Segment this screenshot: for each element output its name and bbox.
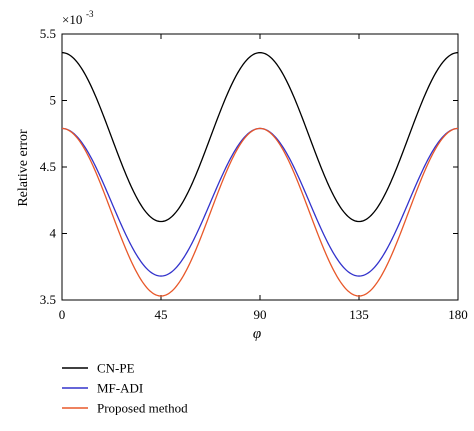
y-tick-label: 3.5 xyxy=(40,292,56,307)
axes-frame xyxy=(61,33,459,301)
series-line-mf-adi xyxy=(61,127,459,277)
y-axis-title: Relative error xyxy=(16,129,31,207)
legend-label-cn-pe: CN-PE xyxy=(97,361,135,376)
y-multiplier-exponent: -3 xyxy=(86,9,94,19)
y-multiplier-base: ×10 xyxy=(62,12,82,27)
legend-label-proposed-method: Proposed method xyxy=(97,401,188,416)
x-tick-label: 180 xyxy=(448,307,468,322)
series-line-proposed-method xyxy=(61,127,459,297)
y-tick-label: 4 xyxy=(50,226,57,241)
legend: CN-PE MF-ADI Proposed method xyxy=(62,361,188,416)
y-multiplier: ×10 -3 xyxy=(62,9,94,27)
y-axis-title-group: Relative error xyxy=(16,129,31,207)
x-tick-label: 90 xyxy=(254,307,267,322)
legend-label-mf-adi: MF-ADI xyxy=(97,381,143,396)
y-tick-label: 4.5 xyxy=(40,159,56,174)
x-tick-label: 45 xyxy=(155,307,168,322)
y-tick-label: 5 xyxy=(50,93,57,108)
plot-area: 0 45 90 135 180 3.5 4 4.5 5 5.5 xyxy=(40,26,468,322)
y-tick-label: 5.5 xyxy=(40,26,56,41)
x-tick-label: 135 xyxy=(349,307,369,322)
series-line-cn-pe xyxy=(61,51,459,223)
x-axis-title: φ xyxy=(253,326,261,342)
x-tick-label: 0 xyxy=(59,307,66,322)
